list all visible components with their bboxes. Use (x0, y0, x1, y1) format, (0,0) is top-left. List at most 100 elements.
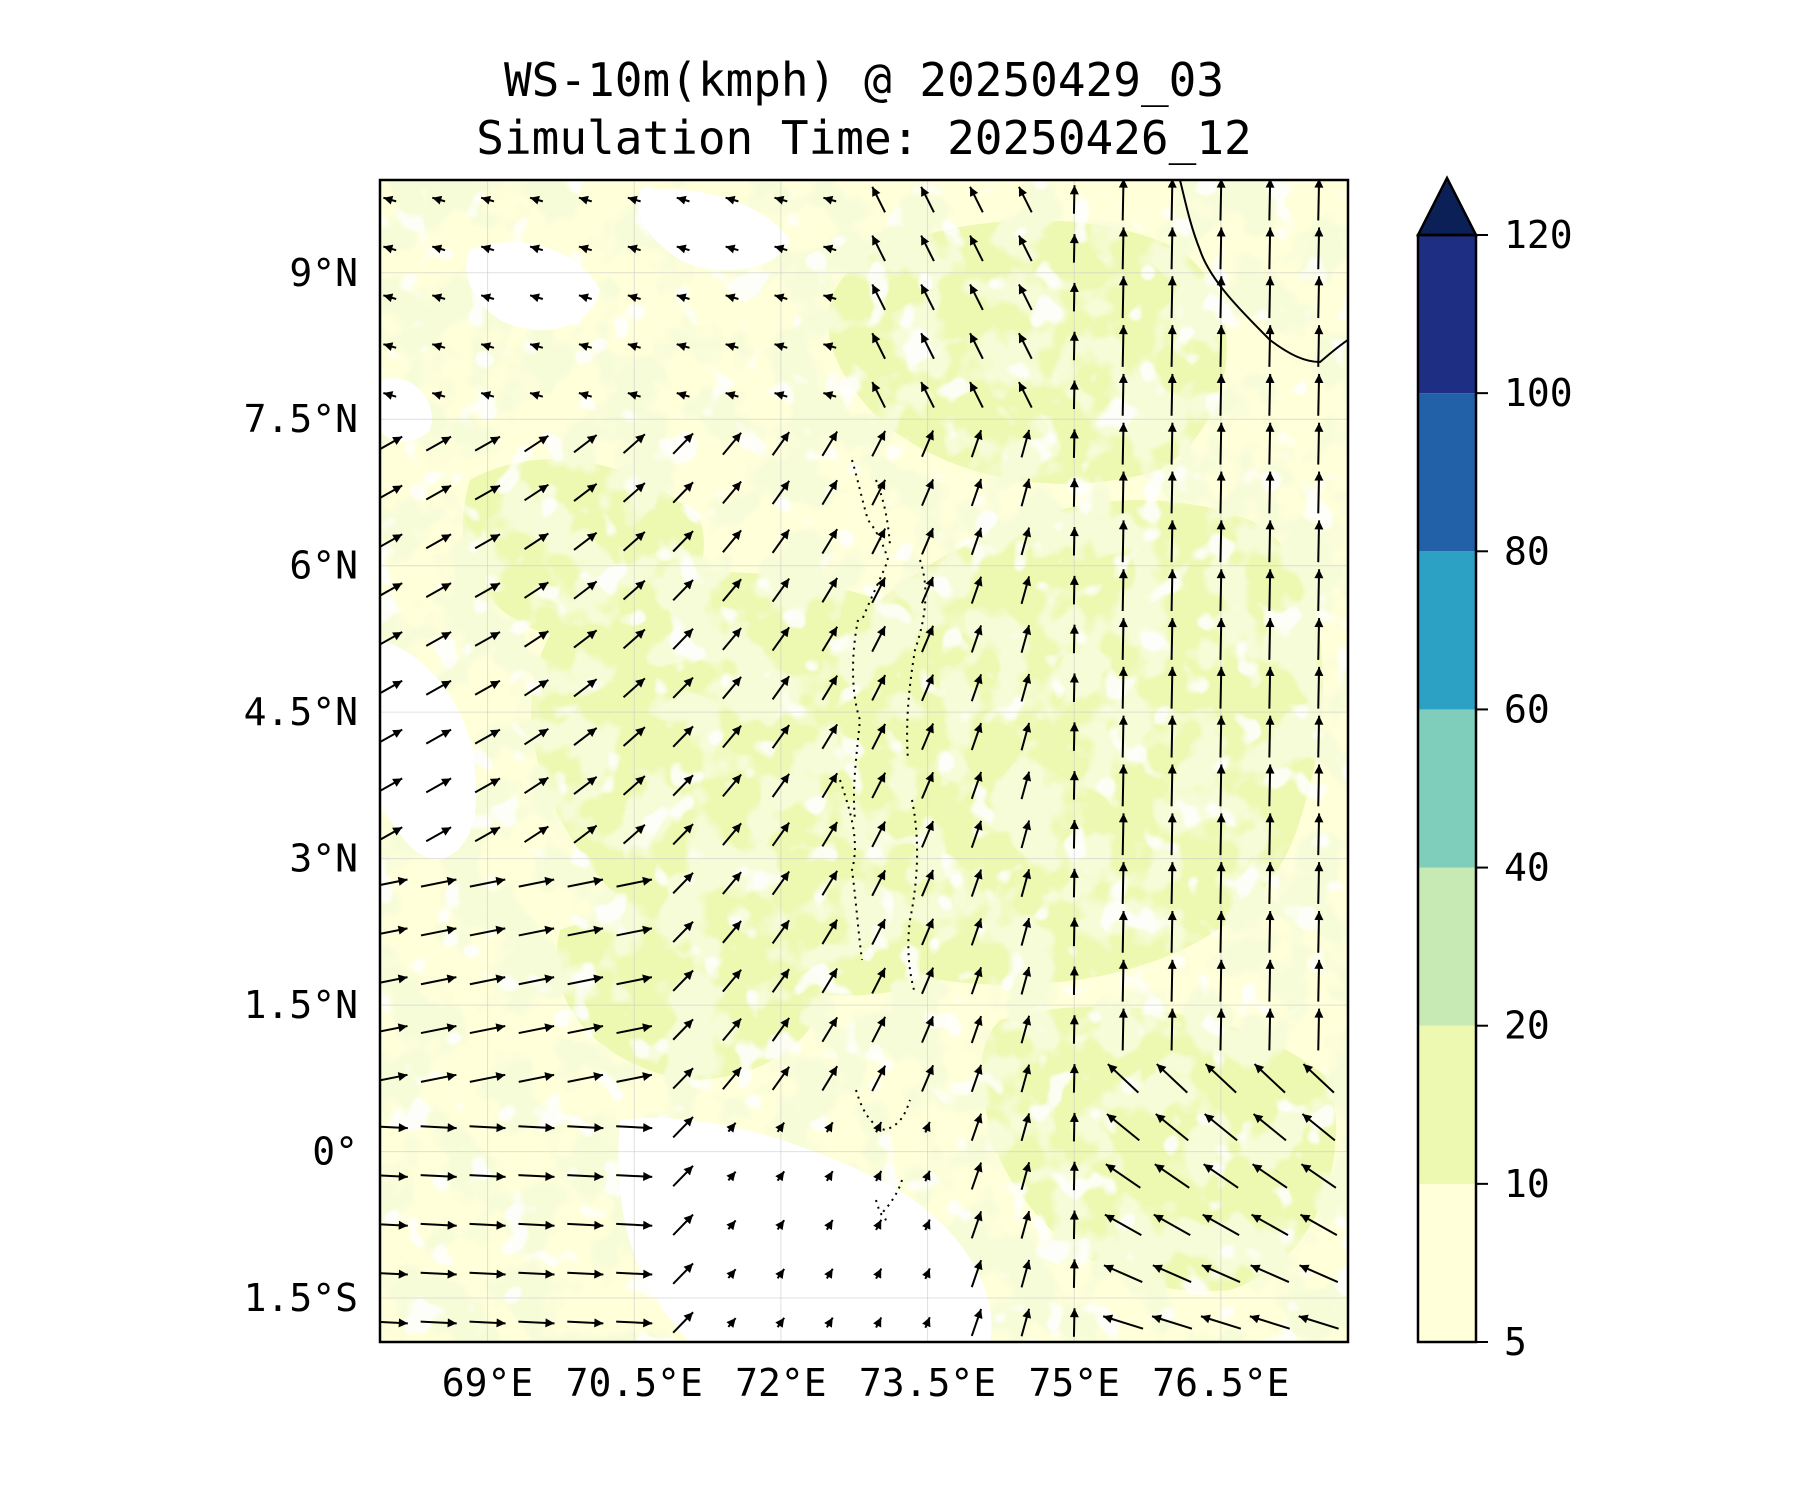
wind-arrow (567, 1318, 604, 1328)
wind-arrow (1118, 1008, 1128, 1051)
wind-arrow (1069, 331, 1079, 361)
wind-arrow (1069, 1161, 1079, 1191)
wind-arrow (1069, 624, 1079, 654)
wind-arrow (1314, 910, 1324, 953)
wind-arrow (567, 1123, 604, 1133)
wind-arrow (672, 872, 694, 894)
wind-arrow (1314, 325, 1324, 367)
wind-arrow (873, 1268, 883, 1280)
wind-arrow (380, 435, 403, 451)
wind-arrow (420, 1023, 457, 1035)
wind-arrow (518, 1318, 555, 1328)
wind-arrow (970, 1308, 983, 1337)
wind-arrow (672, 1116, 694, 1139)
wind-arrow (672, 1262, 694, 1285)
wind-arrow (970, 1064, 983, 1093)
wind-arrow (1020, 1161, 1032, 1191)
wind-arrow (1118, 227, 1128, 270)
wind-arrow (431, 342, 446, 351)
wind-arrow (567, 1220, 604, 1230)
wind-arrow (1020, 1113, 1032, 1142)
colorbar-tick-label: 40 (1504, 846, 1550, 890)
wind-arrow (518, 1123, 555, 1133)
wind-arrow (1020, 722, 1032, 751)
wind-arrow (431, 293, 446, 303)
wind-arrow (821, 1065, 839, 1092)
wind-arrow (523, 825, 549, 843)
wind-arrow (380, 925, 408, 935)
wind-arrow (970, 820, 983, 849)
wind-arrow (824, 1268, 834, 1280)
wind-arrow (1103, 1264, 1143, 1283)
wind-arrow (970, 576, 983, 604)
wind-arrow (771, 1017, 790, 1042)
wind-arrow (1069, 673, 1079, 703)
wind-arrow (871, 625, 887, 653)
wind-arrow (1314, 715, 1324, 758)
wind-arrow (871, 576, 887, 604)
wind-arrow (1069, 966, 1079, 995)
wind-arrow (771, 431, 790, 456)
wind-arrow (1118, 959, 1128, 1002)
wind-arrow (1069, 1112, 1079, 1142)
wind-arrow (1069, 868, 1079, 898)
wind-arrow (627, 391, 641, 400)
wind-arrow (871, 1016, 887, 1043)
wind-arrow (518, 876, 555, 888)
wind-arrow (725, 195, 739, 205)
wind-arrow (1020, 966, 1032, 995)
wind-arrow (622, 775, 646, 796)
wind-arrow (824, 1121, 834, 1133)
wind-arrow (1069, 185, 1079, 214)
wind-arrow (1265, 666, 1275, 709)
wind-arrow (529, 342, 544, 351)
wind-arrow (1167, 666, 1177, 709)
wind-arrow (1216, 959, 1226, 1002)
colorbar-segment (1418, 393, 1476, 552)
wind-arrow (970, 918, 983, 946)
latitude-tick-label: 4.5°N (244, 690, 358, 734)
wind-arrow (1204, 1113, 1238, 1142)
wind-arrow (920, 186, 935, 213)
wind-arrow (1167, 1008, 1177, 1051)
colorbar-segment (1418, 235, 1476, 394)
wind-arrow (726, 1170, 737, 1182)
wind-arrow (1250, 1264, 1290, 1283)
wind-arrow (529, 195, 544, 205)
wind-arrow (873, 1219, 883, 1231)
wind-arrow (970, 673, 983, 702)
wind-arrow (922, 1316, 931, 1329)
wind-arrow (420, 974, 457, 986)
wind-arrow (821, 479, 839, 506)
wind-arrow (380, 582, 403, 597)
wind-arrow (1118, 618, 1128, 660)
wind-arrow (567, 974, 604, 986)
wind-arrow (518, 1171, 555, 1181)
coastline (1179, 180, 1348, 364)
wind-arrow (969, 332, 984, 360)
wind-arrow (722, 432, 742, 456)
wind-arrow (622, 824, 646, 845)
wind-arrow (469, 1171, 506, 1181)
maldives-atolls (839, 459, 927, 1222)
wind-arrow (823, 293, 837, 303)
wind-arrow (1118, 764, 1128, 807)
wind-arrow (970, 429, 983, 458)
wind-arrow (380, 631, 403, 646)
wind-arrow (622, 433, 646, 454)
wind-arrow (573, 580, 598, 600)
latitude-tick-label: 7.5°N (244, 397, 358, 441)
wind-arrow (578, 342, 593, 351)
wind-arrow (775, 1268, 786, 1279)
wind-arrow (474, 631, 501, 647)
wind-arrow (622, 628, 646, 650)
wind-arrow (380, 876, 408, 887)
wind-arrow (523, 776, 549, 795)
map-frame (378, 178, 1350, 1344)
wind-arrow (921, 1064, 935, 1092)
latitude-tick-label: 1.5°S (244, 1276, 358, 1320)
wind-arrow (1265, 422, 1275, 465)
wind-arrow (921, 625, 935, 653)
wind-arrow (824, 1317, 834, 1328)
wind-arrow (380, 533, 403, 548)
